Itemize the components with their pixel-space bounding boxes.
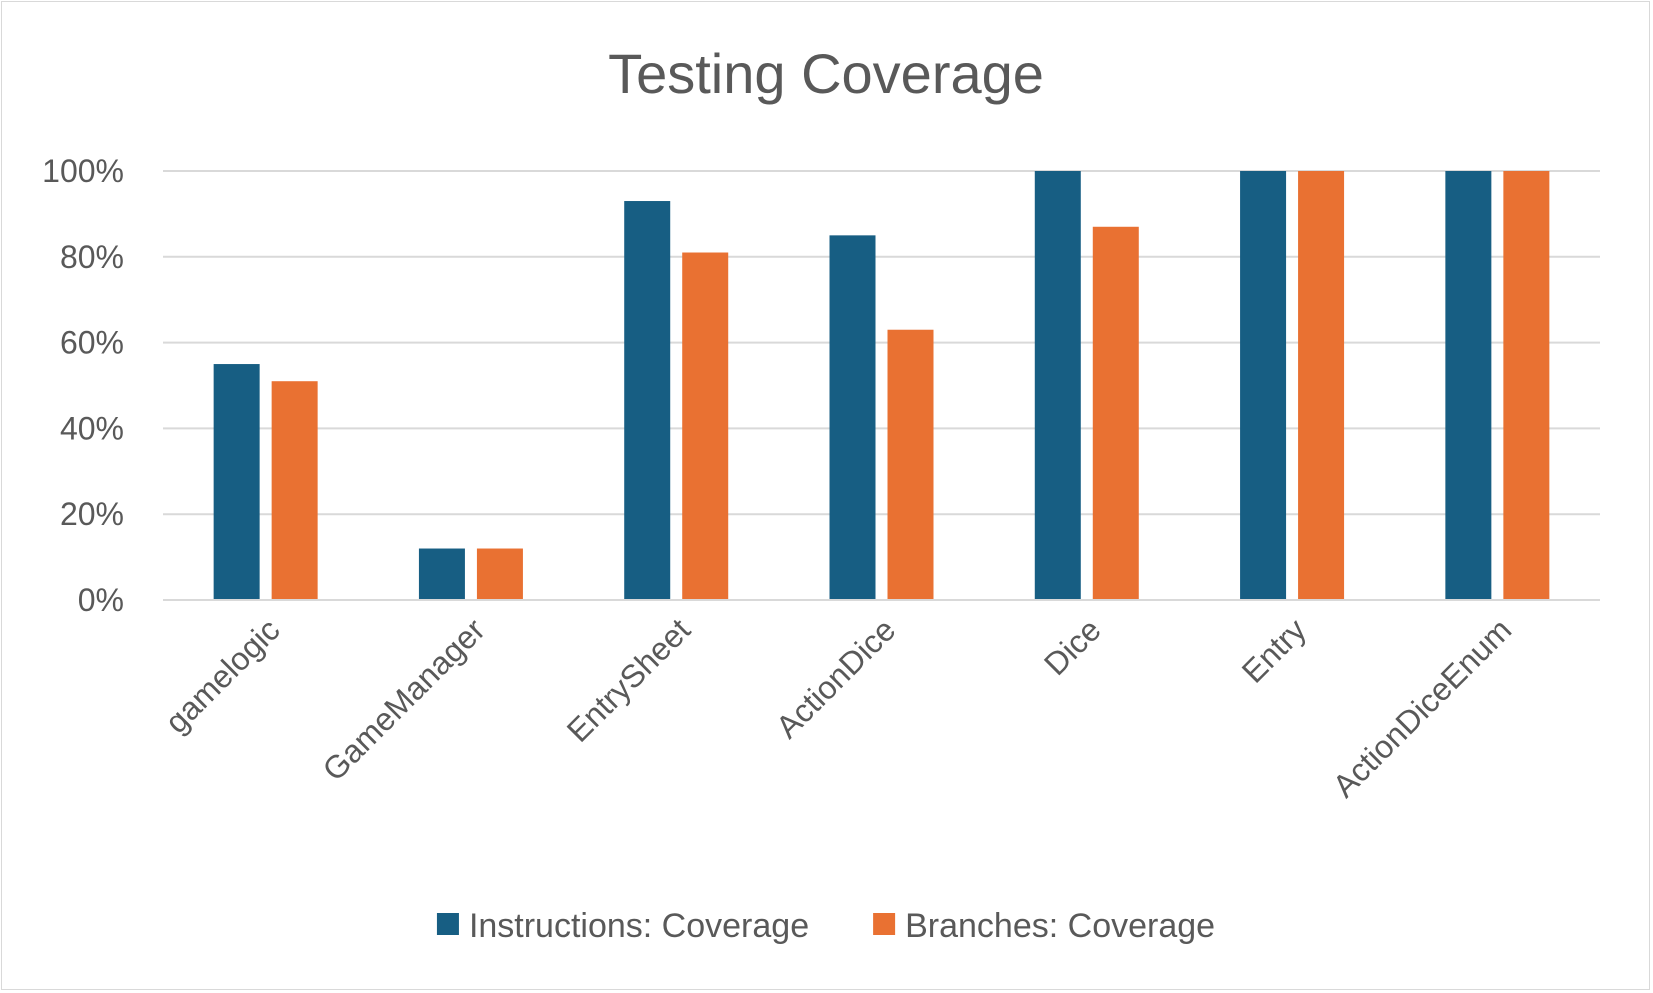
legend-item-1: Branches: Coverage bbox=[873, 907, 1215, 945]
bar-ActionDiceEnum-series-0 bbox=[1445, 171, 1492, 600]
bar-EntrySheet-series-0 bbox=[624, 201, 671, 600]
x-category-label: ActionDiceEnum bbox=[1326, 611, 1519, 804]
x-category-label: GameManager bbox=[315, 611, 492, 788]
x-category-label: Entry bbox=[1235, 611, 1313, 689]
bar-Entry-series-0 bbox=[1240, 171, 1287, 600]
bar-gamelogic-series-0 bbox=[213, 364, 260, 600]
x-category-label: Dice bbox=[1037, 611, 1108, 682]
chart-title: Testing Coverage bbox=[608, 42, 1044, 105]
legend-item-0: Instructions: Coverage bbox=[436, 907, 809, 945]
legend: Instructions: Coverage Branches: Coverage bbox=[436, 907, 1215, 945]
bar-ActionDice-series-1 bbox=[887, 329, 934, 600]
bar-GameManager-series-0 bbox=[418, 548, 465, 600]
gridlines bbox=[163, 170, 1600, 601]
legend-swatch bbox=[873, 913, 896, 935]
bar-GameManager-series-1 bbox=[476, 548, 523, 600]
bar-gamelogic-series-1 bbox=[271, 381, 318, 600]
y-tick-label: 80% bbox=[60, 239, 124, 275]
x-category-label: ActionDice bbox=[769, 611, 903, 745]
bar-EntrySheet-series-1 bbox=[682, 252, 729, 600]
y-tick-label: 100% bbox=[42, 153, 124, 189]
y-tick-label: 40% bbox=[60, 410, 124, 446]
x-category-label: gamelogic bbox=[158, 611, 287, 740]
bar-Entry-series-1 bbox=[1298, 171, 1345, 600]
bars bbox=[163, 171, 1600, 601]
x-category-label: EntrySheet bbox=[560, 611, 697, 748]
x-axis-category-labels: gamelogic GameManager EntrySheet ActionDice… bbox=[158, 611, 1518, 804]
y-axis-tick-labels: 0% 20% 40% 60% 80% 100% bbox=[42, 153, 124, 618]
y-tick-label: 20% bbox=[60, 496, 124, 532]
legend-label: Instructions: Coverage bbox=[469, 907, 809, 945]
bar-Dice-series-0 bbox=[1034, 171, 1081, 600]
bar-ActionDice-series-0 bbox=[829, 235, 876, 600]
y-tick-label: 0% bbox=[78, 582, 124, 618]
bar-Dice-series-1 bbox=[1092, 226, 1139, 600]
bar-ActionDiceEnum-series-1 bbox=[1503, 171, 1550, 600]
y-tick-label: 60% bbox=[60, 325, 124, 361]
legend-label: Branches: Coverage bbox=[905, 907, 1215, 945]
legend-swatch bbox=[436, 913, 459, 935]
